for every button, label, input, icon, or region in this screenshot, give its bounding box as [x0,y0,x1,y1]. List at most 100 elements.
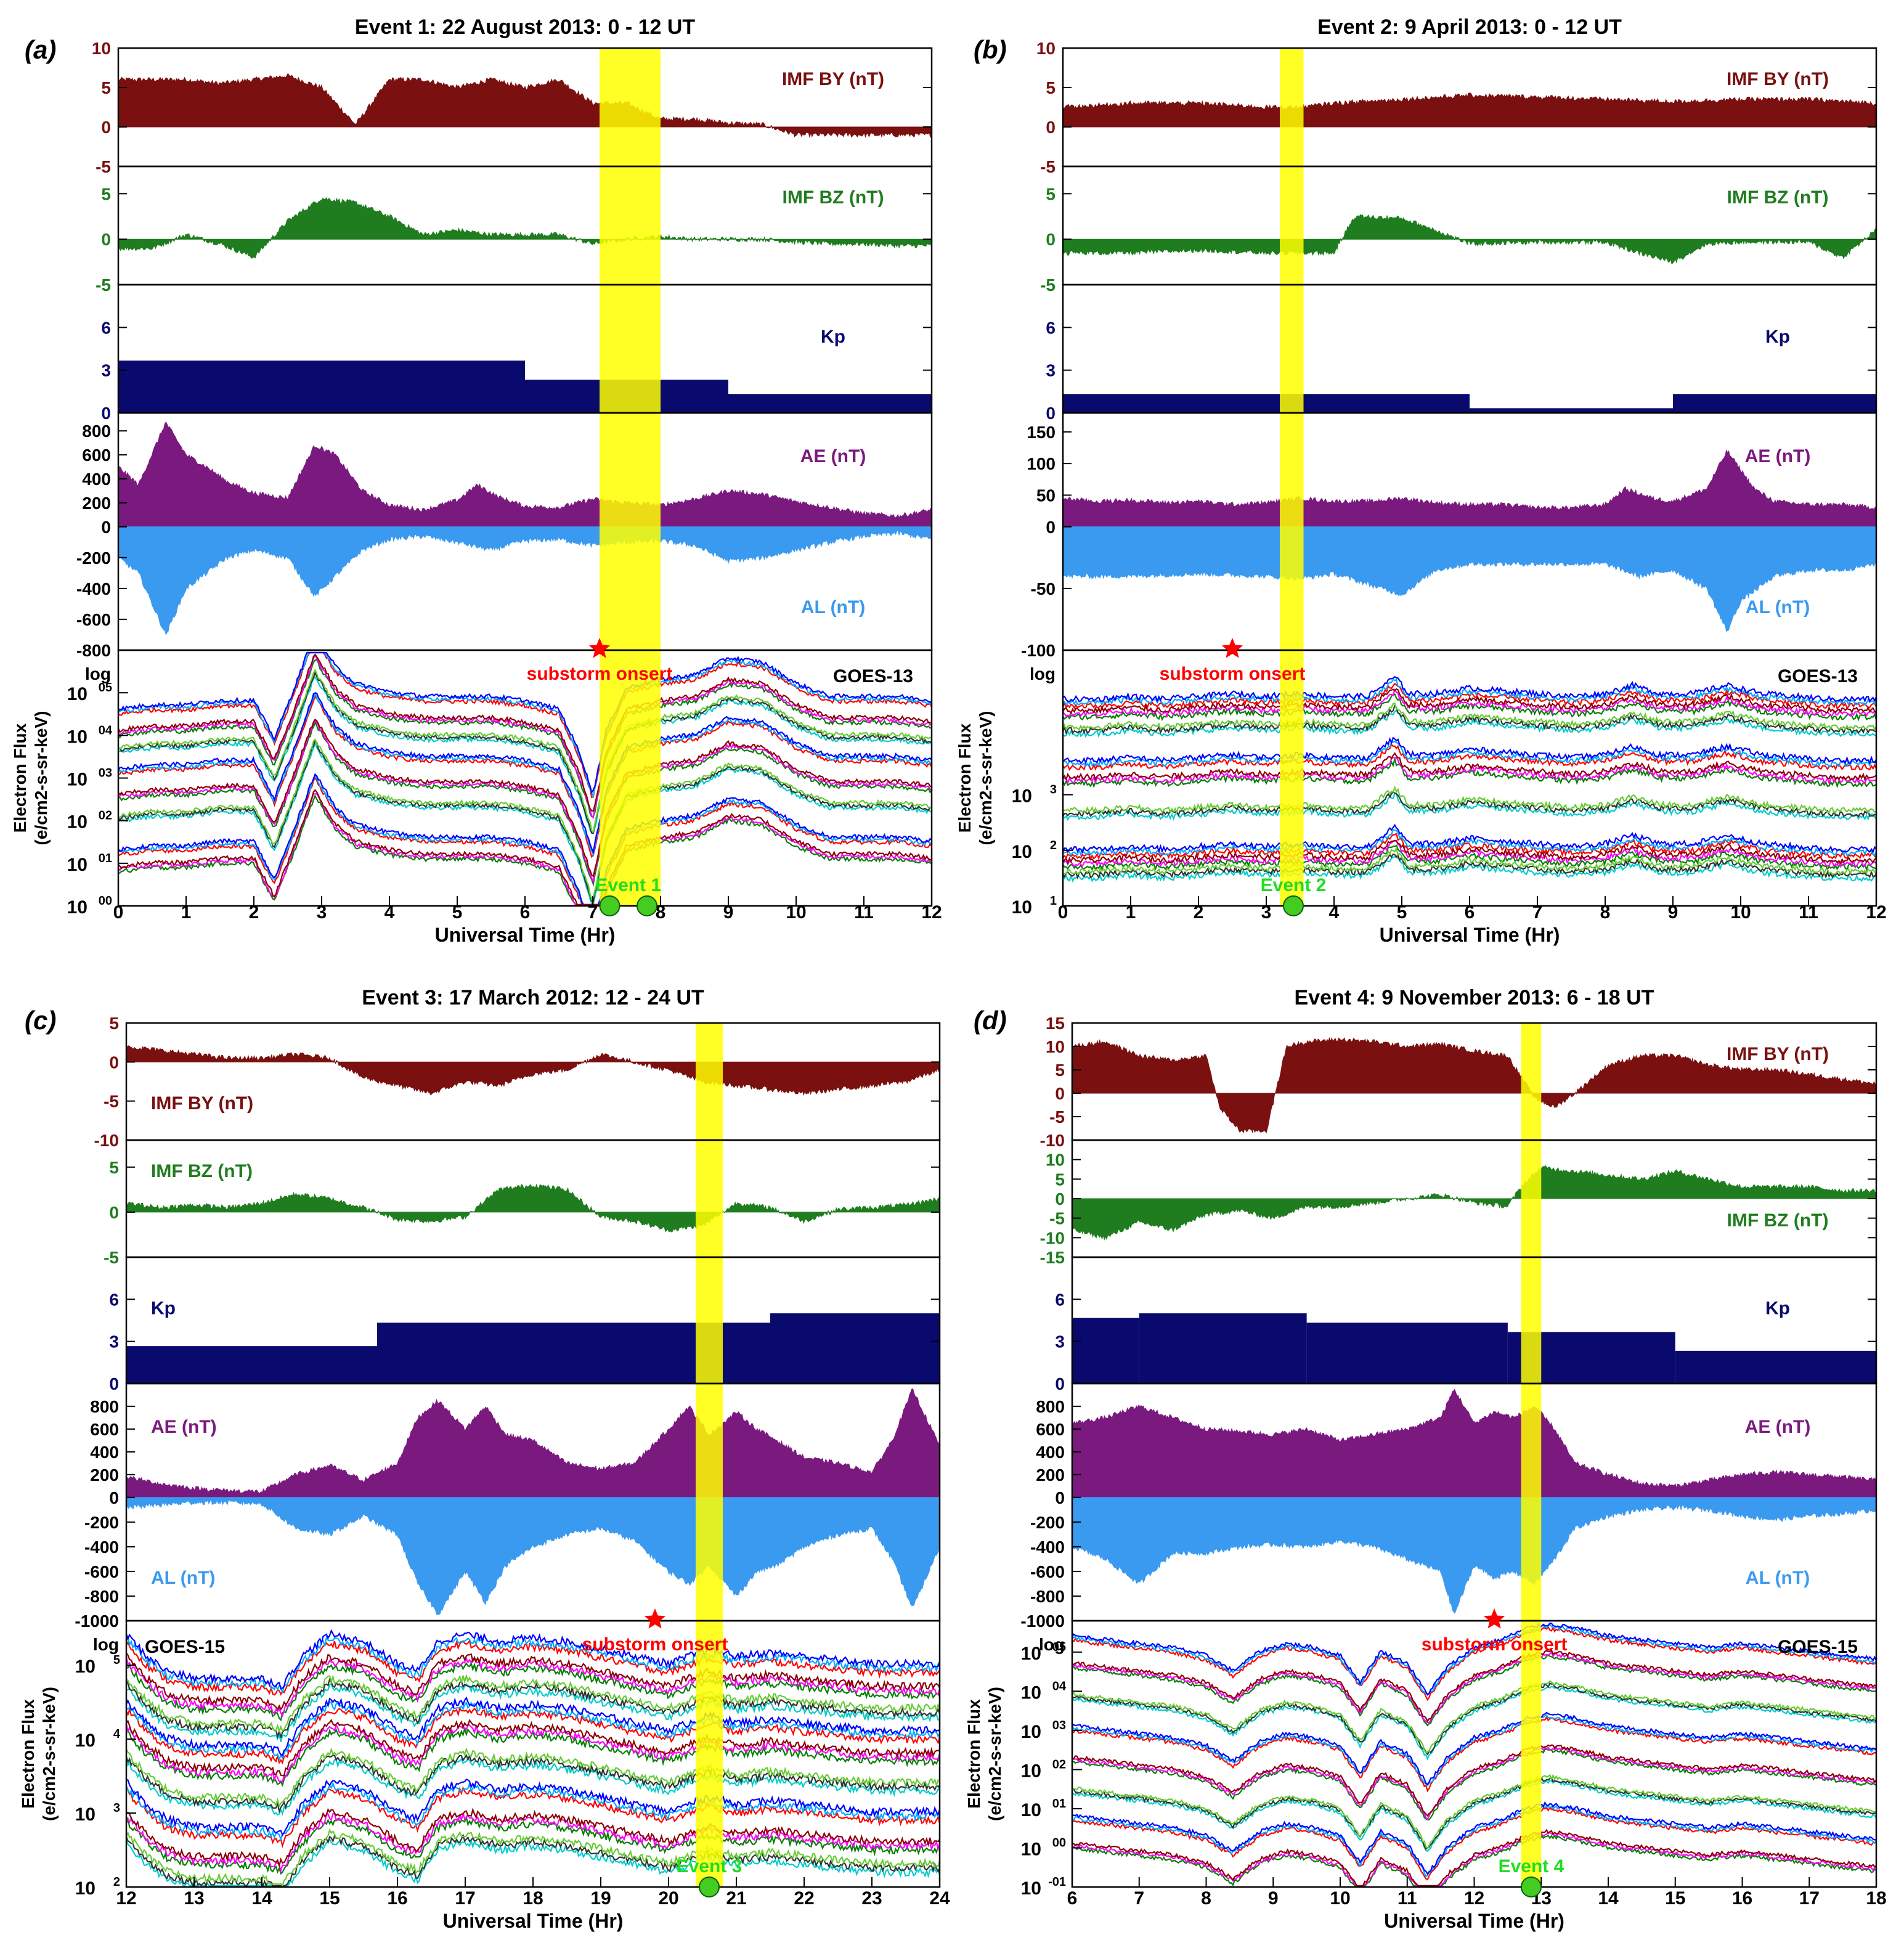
y-tick-label: 0 [101,518,111,537]
flux-line [126,1661,940,1722]
flux-line [1062,785,1877,815]
x-tick-label: 8 [1201,1888,1211,1909]
flux-line [1062,846,1877,876]
label-kp: Kp [1765,327,1790,347]
y-tick-label: 800 [90,1397,119,1416]
y-tick-label: 10 [1021,1761,1041,1781]
y-tick-label: 10 [1021,1644,1041,1664]
flux-line [1072,1622,1878,1696]
y-tick-label: 600 [82,446,111,465]
y-tick-label: 10 [67,727,87,747]
y-tick-label: 100 [1027,454,1056,473]
y-tick-label: 10 [67,897,87,918]
flux-line [1062,759,1877,789]
x-tick-label: 17 [1799,1888,1820,1909]
panel-tag: (c) [25,1006,56,1035]
onset-label: substorm onsert [1160,664,1306,684]
flux-line [118,668,932,833]
al-area [1072,1497,1877,1614]
y-tick-label: 0 [1055,1488,1065,1507]
event-band [1521,1023,1542,1887]
x-tick-label: 11 [854,902,874,923]
y-tick-label: -50 [1031,579,1056,598]
label-imf-bz: IMF BZ (nT) [151,1161,253,1181]
y-tick-label: 10 [1046,1037,1065,1056]
flux-line [1062,688,1878,719]
y-tick-label: 0 [1055,1374,1065,1393]
y-tick-label: 0 [1055,1084,1065,1103]
label-imf-by: IMF BY (nT) [782,69,884,89]
x-axis-label: Universal Time (Hr) [1380,924,1560,946]
x-tick-label: 17 [455,1888,475,1909]
flux-line [125,1781,940,1842]
x-tick-label: 12 [921,902,942,923]
y-tick-label: -600 [1030,1562,1065,1581]
x-tick-label: 19 [590,1888,611,1909]
y-tick-label: 0 [1055,1189,1065,1208]
flux-ylabel: Electron Flux [18,1699,38,1809]
y-tick-label: 10 [67,770,87,790]
label-imf-by: IMF BY (nT) [151,1093,253,1114]
flux-line [118,651,932,794]
y-tick-label: 10 [92,39,111,58]
flux-ylabel-unit: (e/cm2-s-sr-keV) [985,1687,1004,1821]
event-label: Event 3 [677,1856,742,1877]
y-tick-label: -5 [104,1248,119,1267]
event-marker [599,895,620,916]
flux-line [126,1757,940,1816]
y-tick-exponent: 2 [1050,839,1057,852]
y-tick-label: 10 [75,1657,96,1677]
y-tick-label: -200 [84,1513,119,1532]
satellite-label: GOES-15 [145,1637,225,1657]
y-tick-label: 10 [1021,1682,1041,1703]
flux-line [1062,704,1877,735]
y-tick-label: 5 [109,1158,119,1177]
flux-line [1072,1777,1877,1850]
onset-label: substorm onsert [1422,1634,1568,1655]
flux-line [126,1808,940,1869]
panel-tag: (a) [25,35,56,64]
flux-line [1072,1774,1877,1849]
satellite-label: GOES-15 [1778,1637,1858,1657]
y-tick-label: 5 [1046,78,1056,97]
flux-line [1072,1805,1877,1878]
flux-line [1062,829,1878,857]
flux-line [126,1706,941,1764]
flux-ylabel: Electron Flux [964,1699,983,1809]
label-ae: AE (nT) [151,1417,217,1437]
flux-line [1072,1649,1877,1723]
kp-bar [1470,408,1673,413]
panel-3: Event 3: 17 March 2012: 12 - 24 UT (c) -10… [18,986,950,1932]
y-tick-label: 5 [1055,1061,1065,1080]
onset-label: substorm onsert [527,664,673,684]
y-tick-label: -200 [1030,1513,1065,1532]
flux-line [118,695,932,858]
y-tick-label: -800 [1030,1587,1065,1606]
x-tick-label: 10 [1730,902,1751,923]
y-tick-label: 10 [75,1730,96,1751]
y-tick-label: 10 [1046,1151,1065,1170]
ae-area [118,422,932,528]
y-tick-label: 400 [82,470,111,489]
y-tick-label: 6 [1055,1290,1065,1309]
flux-line [118,789,932,906]
x-tick-label: 7 [1134,1888,1144,1909]
x-tick-label: 22 [794,1888,814,1909]
y-tick-exponent: 04 [99,723,113,737]
y-tick-label: 5 [1046,184,1056,203]
y-tick-label: -200 [76,548,111,568]
flux-line [125,1629,941,1690]
y-tick-label: 400 [90,1443,119,1462]
x-axis-label: Universal Time (Hr) [1384,1910,1564,1932]
flux-ylabel-unit: (e/cm2-s-sr-keV) [976,711,995,846]
y-tick-exponent: 4 [113,1727,121,1741]
x-tick-label: 18 [523,1888,543,1909]
flux-line [1062,688,1877,715]
kp-bar [1675,1350,1876,1384]
by-area [1072,1037,1877,1134]
y-tick-label: -5 [96,157,111,176]
y-tick-exponent: 05 [99,681,112,695]
x-tick-label: 16 [1732,1888,1752,1909]
flux-line [1062,675,1878,703]
y-tick-label: 0 [101,404,111,423]
